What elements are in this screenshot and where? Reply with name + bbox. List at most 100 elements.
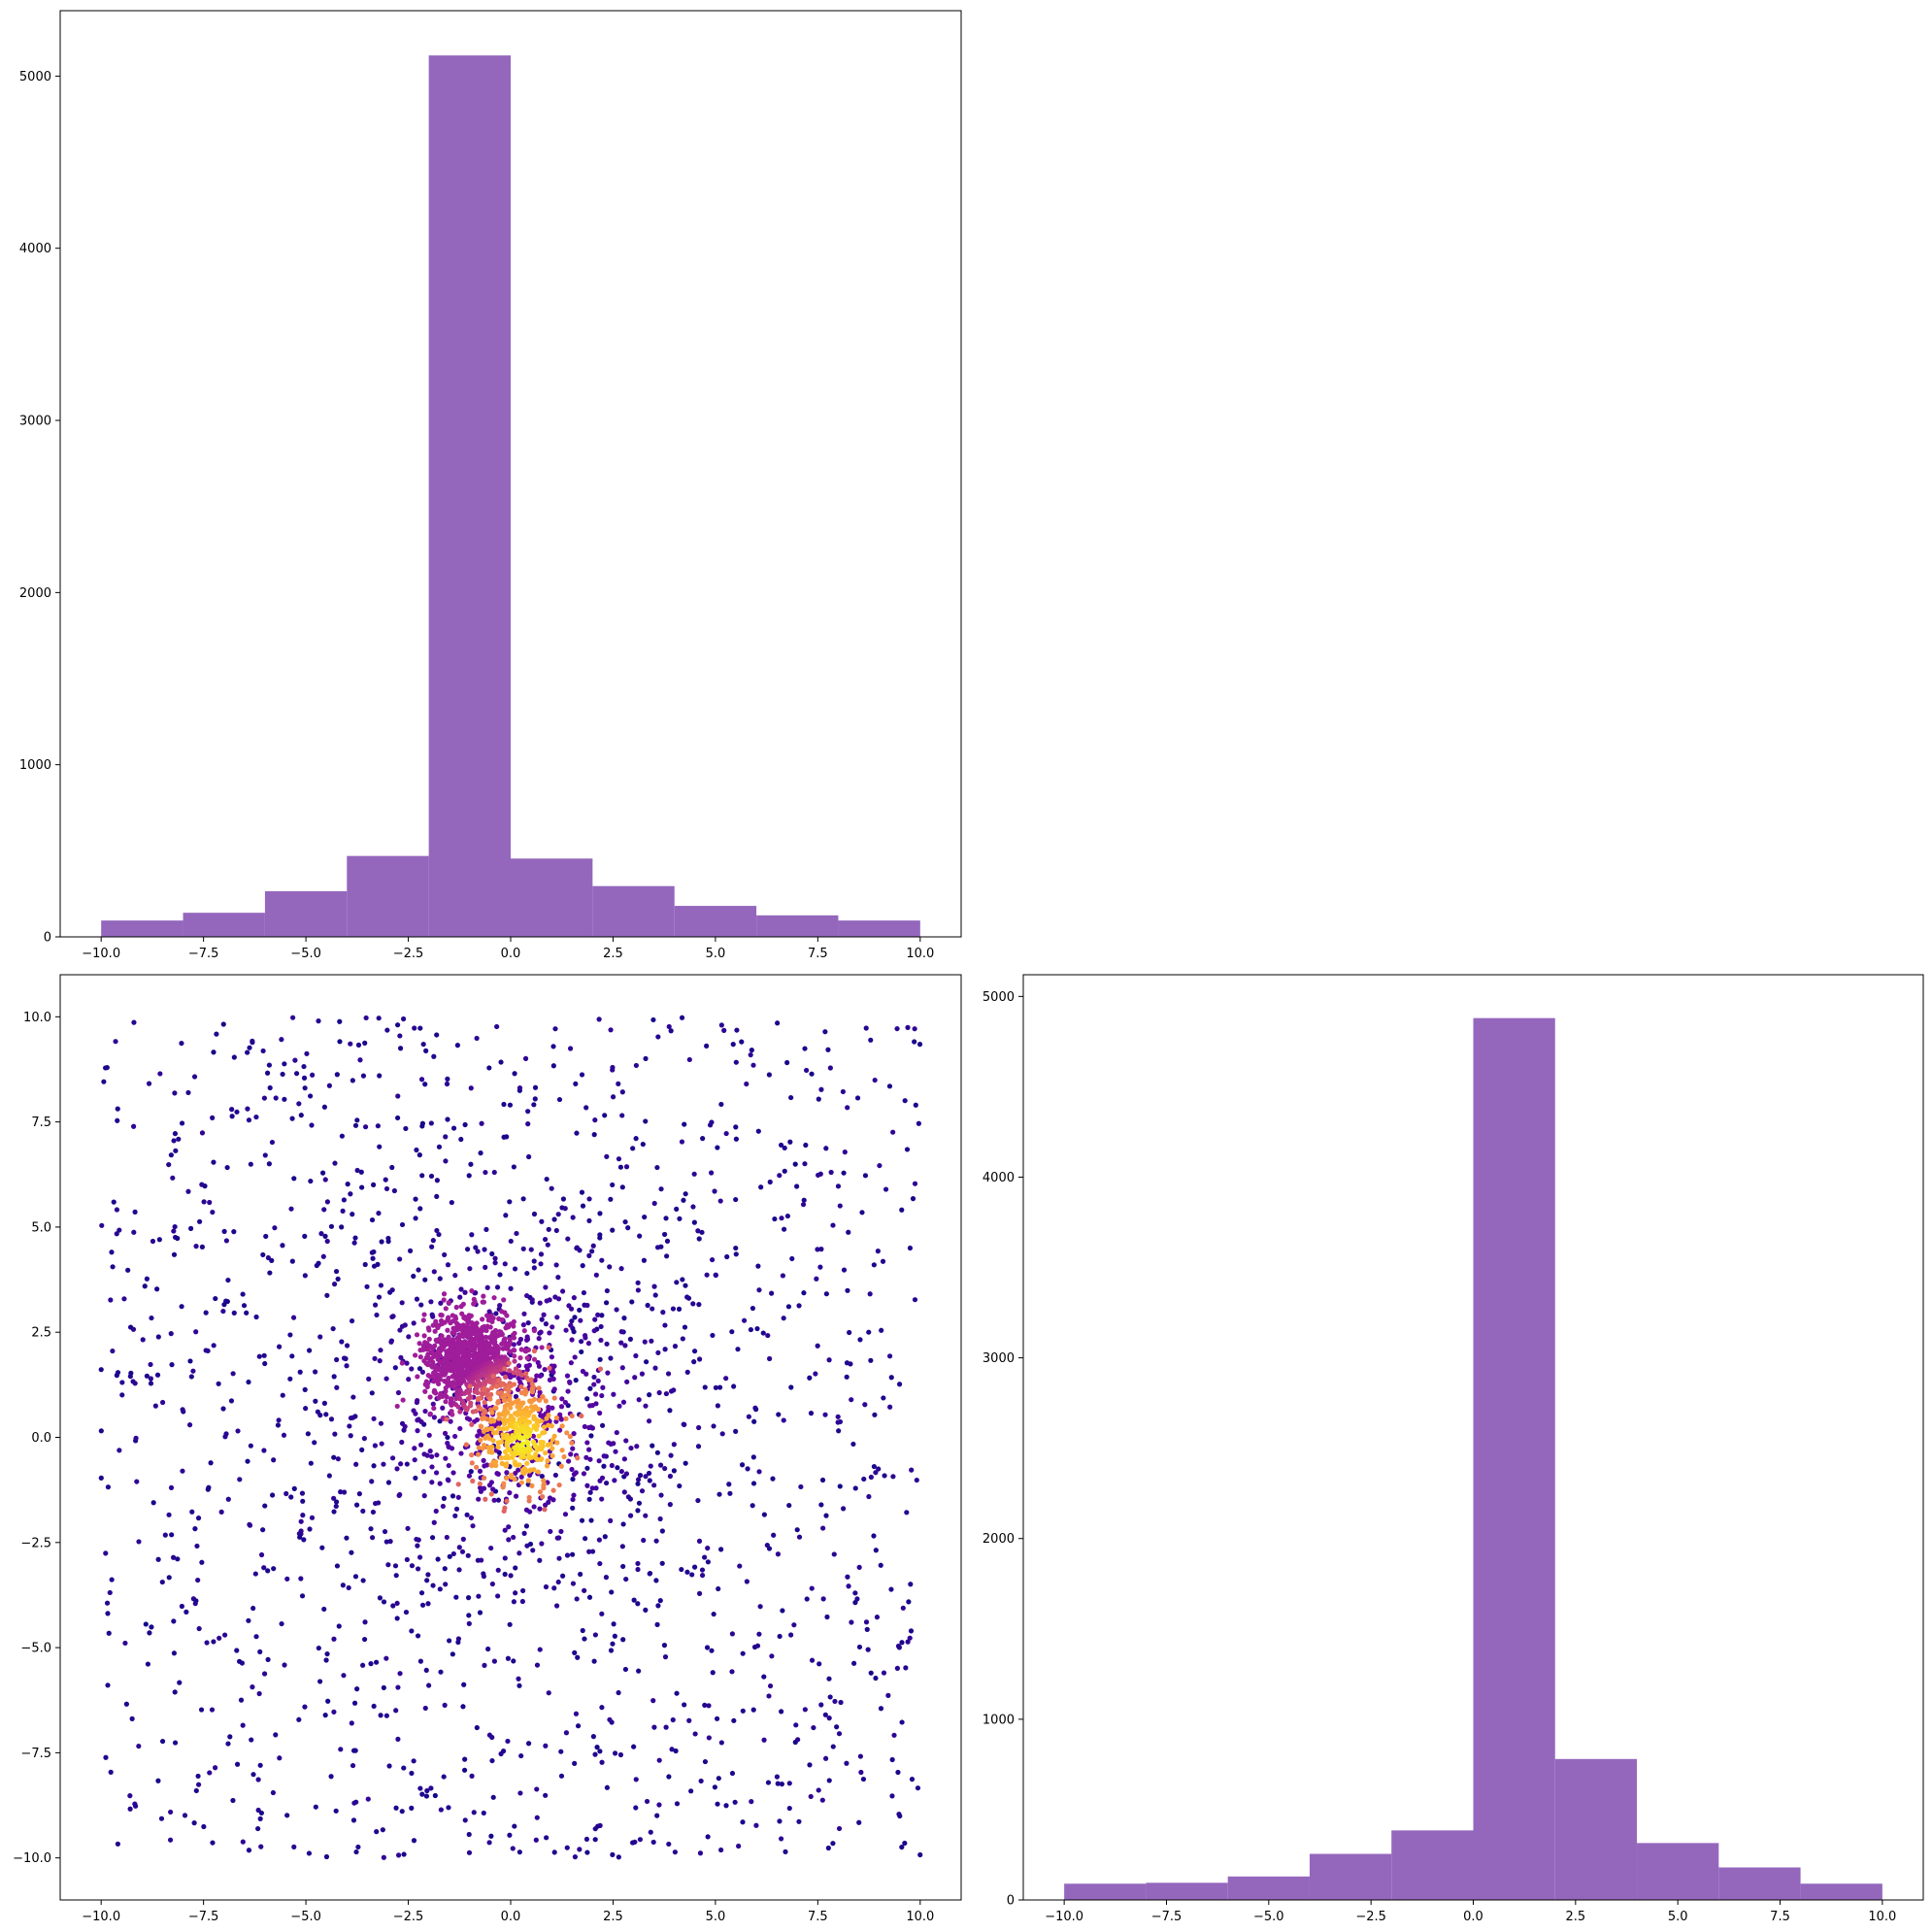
scatter-point <box>453 1506 460 1512</box>
scatter-point <box>637 1837 644 1843</box>
scatter-point <box>375 1123 381 1129</box>
scatter-point <box>670 1306 677 1312</box>
scatter-point <box>580 1627 585 1634</box>
scatter-point <box>261 1671 268 1677</box>
scatter-point <box>653 1538 659 1544</box>
scatter-point <box>191 1074 198 1080</box>
scatter-point <box>692 1731 698 1737</box>
histogram-bar <box>1309 1853 1392 1900</box>
scatter-point <box>350 1415 356 1420</box>
scatter-point <box>498 1750 504 1757</box>
scatter-point <box>157 1071 163 1077</box>
scatter-point <box>496 1378 502 1383</box>
scatter-point <box>634 1444 640 1449</box>
scatter-point <box>532 1096 538 1102</box>
scatter-point <box>674 1280 680 1285</box>
scatter-point <box>115 1106 120 1112</box>
scatter-point <box>541 1312 547 1317</box>
scatter-point <box>418 1302 424 1308</box>
scatter-point <box>570 1446 576 1451</box>
scatter-point <box>648 1829 653 1835</box>
scatter-point <box>433 1470 440 1476</box>
scatter-point <box>395 1852 402 1858</box>
scatter-point <box>695 1228 701 1234</box>
scatter-point <box>502 1571 508 1578</box>
scatter-point <box>599 1705 605 1711</box>
scatter-point <box>617 1164 624 1170</box>
scatter-point <box>477 1332 483 1338</box>
scatter-point <box>765 1780 772 1785</box>
scatter-point <box>558 1416 564 1421</box>
scatter-point <box>904 1147 911 1152</box>
scatter-point <box>782 1145 787 1151</box>
scatter-point <box>431 1053 437 1059</box>
scatter-point <box>331 1636 337 1642</box>
scatter-point <box>435 1556 441 1562</box>
scatter-point <box>449 1383 454 1389</box>
scatter-point <box>862 1402 868 1408</box>
scatter-point <box>302 1085 308 1091</box>
scatter-point <box>610 1094 616 1100</box>
scatter-point <box>516 1363 522 1369</box>
scatter-point <box>828 1169 834 1176</box>
scatter-point <box>537 1397 543 1403</box>
scatter-point <box>512 1353 517 1359</box>
scatter-point <box>154 1286 160 1292</box>
scatter-point <box>614 1429 619 1436</box>
scatter-point <box>427 1374 434 1380</box>
scatter-point <box>168 1484 175 1491</box>
scatter-point <box>733 1124 739 1130</box>
scatter-point <box>466 1849 473 1855</box>
scatter-point <box>462 1756 468 1762</box>
scatter-point <box>429 1535 436 1541</box>
scatter-point <box>846 1583 851 1589</box>
histogram-bar <box>674 906 757 937</box>
scatter-point <box>578 1317 583 1323</box>
scatter-point <box>878 1706 884 1712</box>
scatter-point <box>531 1504 537 1510</box>
scatter-point <box>419 1173 425 1179</box>
scatter-point <box>501 1421 508 1427</box>
scatter-point <box>868 1357 874 1363</box>
scatter-point <box>876 1466 882 1472</box>
scatter-point <box>676 1306 683 1312</box>
scatter-point <box>550 1044 556 1049</box>
histogram-bar <box>838 920 920 937</box>
scatter-point <box>702 1554 708 1560</box>
scatter-point <box>228 1398 235 1404</box>
scatter-point <box>531 1416 537 1421</box>
scatter-point <box>580 1263 585 1269</box>
scatter-point <box>501 1297 507 1303</box>
scatter-point <box>442 1337 448 1343</box>
scatter-point <box>350 1762 356 1769</box>
scatter-point <box>565 1236 571 1242</box>
scatter-point <box>319 1545 325 1550</box>
scatter-point <box>568 1306 575 1312</box>
scatter-point <box>550 1437 555 1443</box>
scatter-point <box>546 1422 551 1428</box>
scatter-point <box>816 1661 822 1667</box>
scatter-point <box>846 1229 851 1235</box>
scatter-point <box>381 1854 386 1860</box>
scatter-point <box>602 1534 608 1540</box>
scatter-point <box>371 1416 377 1421</box>
scatter-point <box>109 1577 115 1582</box>
scatter-point <box>481 1485 487 1491</box>
scatter-point <box>361 1636 368 1643</box>
scatter-point <box>401 1765 407 1771</box>
scatter-point <box>705 1559 711 1565</box>
scatter-point <box>394 1403 400 1410</box>
scatter-point <box>490 1438 496 1444</box>
scatter-point <box>110 1264 116 1270</box>
scatter-point <box>704 1272 710 1278</box>
scatter-point <box>612 1633 617 1639</box>
scatter-point <box>691 1219 697 1225</box>
scatter-point <box>306 1348 313 1353</box>
scatter-point <box>524 1367 530 1373</box>
scatter-point <box>564 1845 570 1850</box>
scatter-point <box>296 1716 302 1722</box>
scatter-point <box>411 1758 416 1764</box>
scatter-point <box>823 1291 829 1297</box>
scatter-point <box>863 1619 870 1625</box>
